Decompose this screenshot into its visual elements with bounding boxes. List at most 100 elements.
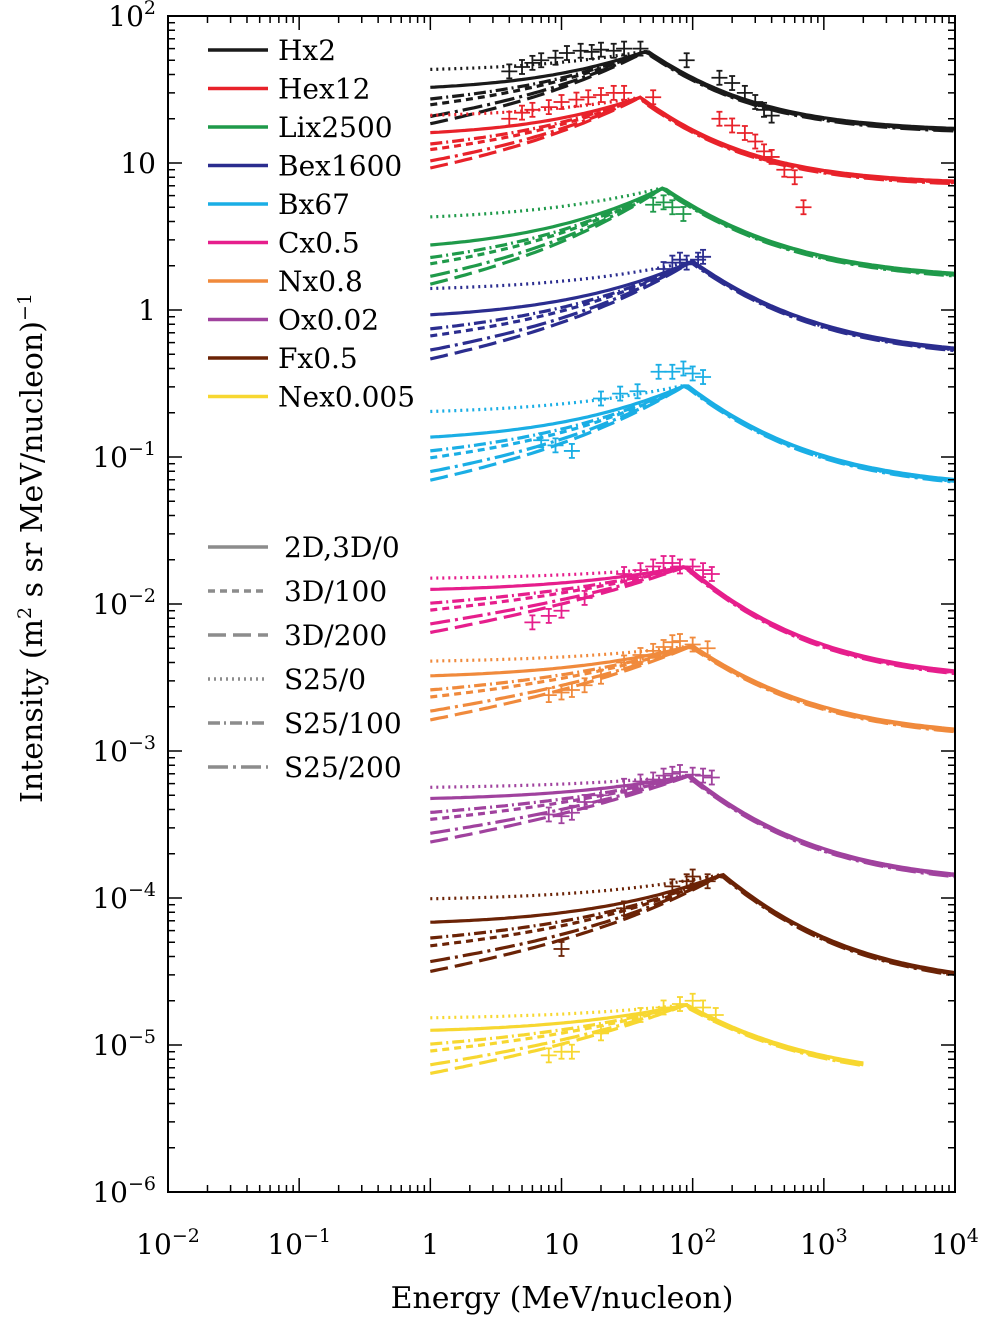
curve-Cx0.5-3D/200 xyxy=(429,565,956,674)
data-point-Hex12 xyxy=(795,199,812,216)
y-tick-label: 10−5 xyxy=(92,1026,156,1062)
curve-Hex12-S25/100 xyxy=(430,95,956,185)
curve-Cx0.5-3D/100 xyxy=(430,565,956,674)
data-point-Bex1600 xyxy=(671,251,688,268)
data-point-Bx67 xyxy=(675,360,692,377)
data-point-Hx2 xyxy=(572,42,589,59)
legend-label-2D,3D/0: 2D,3D/0 xyxy=(284,531,400,564)
data-point-Cx0.5 xyxy=(655,555,672,571)
curve-Lix2500-S25/200 xyxy=(429,186,956,278)
data-point-Bx67 xyxy=(695,369,712,385)
tick-base: 10 xyxy=(544,1228,580,1261)
curve-Bx67-S25/0 xyxy=(430,383,956,482)
data-point-Hx2 xyxy=(533,52,550,69)
curve-Bx67-S25/200 xyxy=(429,384,956,484)
data-point-Bex1600 xyxy=(695,248,712,265)
curve-Cx0.5-S25/0 xyxy=(430,565,956,674)
data-point-Hex12 xyxy=(645,89,662,106)
data-point-Ox0.02 xyxy=(645,771,662,788)
curve-Hex12-S25/0 xyxy=(430,95,956,184)
data-point-Cx0.5 xyxy=(664,555,681,571)
data-point-Cx0.5 xyxy=(576,590,593,606)
curve-Fx0.5-S25/200 xyxy=(430,874,956,977)
tick-base: 10 xyxy=(108,0,144,33)
data-point-Hex12 xyxy=(776,161,793,178)
tick-base: 10 xyxy=(267,1228,303,1261)
data-point-Ox0.02 xyxy=(553,808,570,825)
curve-Ox0.02-3D/200 xyxy=(429,774,956,877)
y-tick-label: 102 xyxy=(108,0,156,33)
y-axis-title-squared: 2 xyxy=(14,607,36,619)
data-point-Ox0.02 xyxy=(703,769,720,786)
y-tick-label: 10−2 xyxy=(92,585,156,621)
data-point-Ox0.02 xyxy=(563,804,580,821)
data-point-Nx0.8 xyxy=(645,642,662,659)
tick-exponent: 3 xyxy=(836,1225,848,1247)
data-point-Cx0.5 xyxy=(695,562,712,579)
tick-exponent: 2 xyxy=(144,0,156,19)
tick-base: 10 xyxy=(92,1029,128,1062)
y-tick-label: 10−6 xyxy=(92,1173,156,1209)
data-point-Hex12 xyxy=(501,110,518,127)
x-tick-label: 104 xyxy=(931,1225,979,1261)
x-tick-label: 102 xyxy=(669,1225,717,1261)
data-point-Bx67 xyxy=(592,390,609,407)
data-point-Bx67 xyxy=(547,437,564,454)
data-point-Hx2 xyxy=(524,54,541,71)
legend-species: Hx2 Hex12 Lix2500 Bex1600 Bx67 Cx0.5 Nx0.8 Ox0.… xyxy=(208,34,415,414)
curve-Bex1600-3D/200 xyxy=(429,260,956,361)
axis-ticks xyxy=(167,15,956,1193)
data-point-Nx0.8 xyxy=(592,668,609,685)
curve-Hex12-2D,3D/0 xyxy=(430,95,956,183)
y-tick-label: 10−3 xyxy=(92,732,156,768)
data-point-Hex12 xyxy=(747,133,764,150)
data-point-Hx2 xyxy=(711,69,728,86)
data-point-Nx0.8 xyxy=(553,684,570,701)
tick-base: 10 xyxy=(120,147,156,180)
curve-Bex1600-3D/100 xyxy=(430,259,956,351)
legend-label-Fx0.5: Fx0.5 xyxy=(278,342,358,375)
data-point-Nx0.8 xyxy=(655,639,672,655)
curve-Cx0.5-S25/100 xyxy=(430,565,956,675)
data-point-Bx67 xyxy=(533,432,550,449)
legend-label-Hx2: Hx2 xyxy=(278,34,336,67)
legend-label-Nex0.005: Nex0.005 xyxy=(278,381,415,414)
x-tick-label: 10 xyxy=(544,1228,580,1261)
data-point-Hx2 xyxy=(678,52,695,69)
data-point-Nex0.005 xyxy=(563,1043,580,1060)
data-point-Fx0.5 xyxy=(664,878,681,895)
legend-label-Cx0.5: Cx0.5 xyxy=(278,227,360,260)
tick-exponent: −1 xyxy=(128,438,156,460)
tick-exponent: −3 xyxy=(128,732,156,754)
data-point-Ox0.02 xyxy=(592,787,609,804)
curve-Nex0.005-2D,3D/0 xyxy=(430,1003,864,1065)
curve-Nex0.005-S25/0 xyxy=(430,1003,864,1066)
tick-base: 10 xyxy=(92,882,128,915)
data-point-Nex0.005 xyxy=(632,1007,649,1023)
tick-base: 10 xyxy=(92,735,128,768)
data-point-Nex0.005 xyxy=(655,999,672,1016)
x-tick-label: 103 xyxy=(800,1225,848,1261)
data-point-Lix2500 xyxy=(645,196,662,213)
data-point-Cx0.5 xyxy=(671,558,688,575)
data-point-Cx0.5 xyxy=(645,558,662,575)
data-point-Nx0.8 xyxy=(684,636,701,653)
tick-base: 10 xyxy=(800,1228,836,1261)
data-point-Cx0.5 xyxy=(524,614,541,631)
data-point-Hex12 xyxy=(568,91,585,108)
data-point-Ox0.02 xyxy=(671,764,688,780)
data-point-Nex0.005 xyxy=(684,992,701,1009)
data-point-Nx0.8 xyxy=(540,687,557,704)
data-point-Hx2 xyxy=(616,40,633,57)
curve-Hex12-3D/200 xyxy=(429,95,956,184)
data-point-Bx67 xyxy=(563,443,580,459)
data-point-Cx0.5 xyxy=(632,562,649,579)
data-point-Hx2 xyxy=(605,42,622,59)
tick-exponent: −5 xyxy=(128,1026,156,1048)
curve-Bex1600-2D,3D/0 xyxy=(430,259,956,350)
data-point-Ox0.02 xyxy=(695,767,712,784)
y-axis-title-rest: s sr MeV/nucleon) xyxy=(15,321,50,607)
data-point-Bx67 xyxy=(684,365,701,382)
x-tick-label: 10−2 xyxy=(136,1225,200,1261)
